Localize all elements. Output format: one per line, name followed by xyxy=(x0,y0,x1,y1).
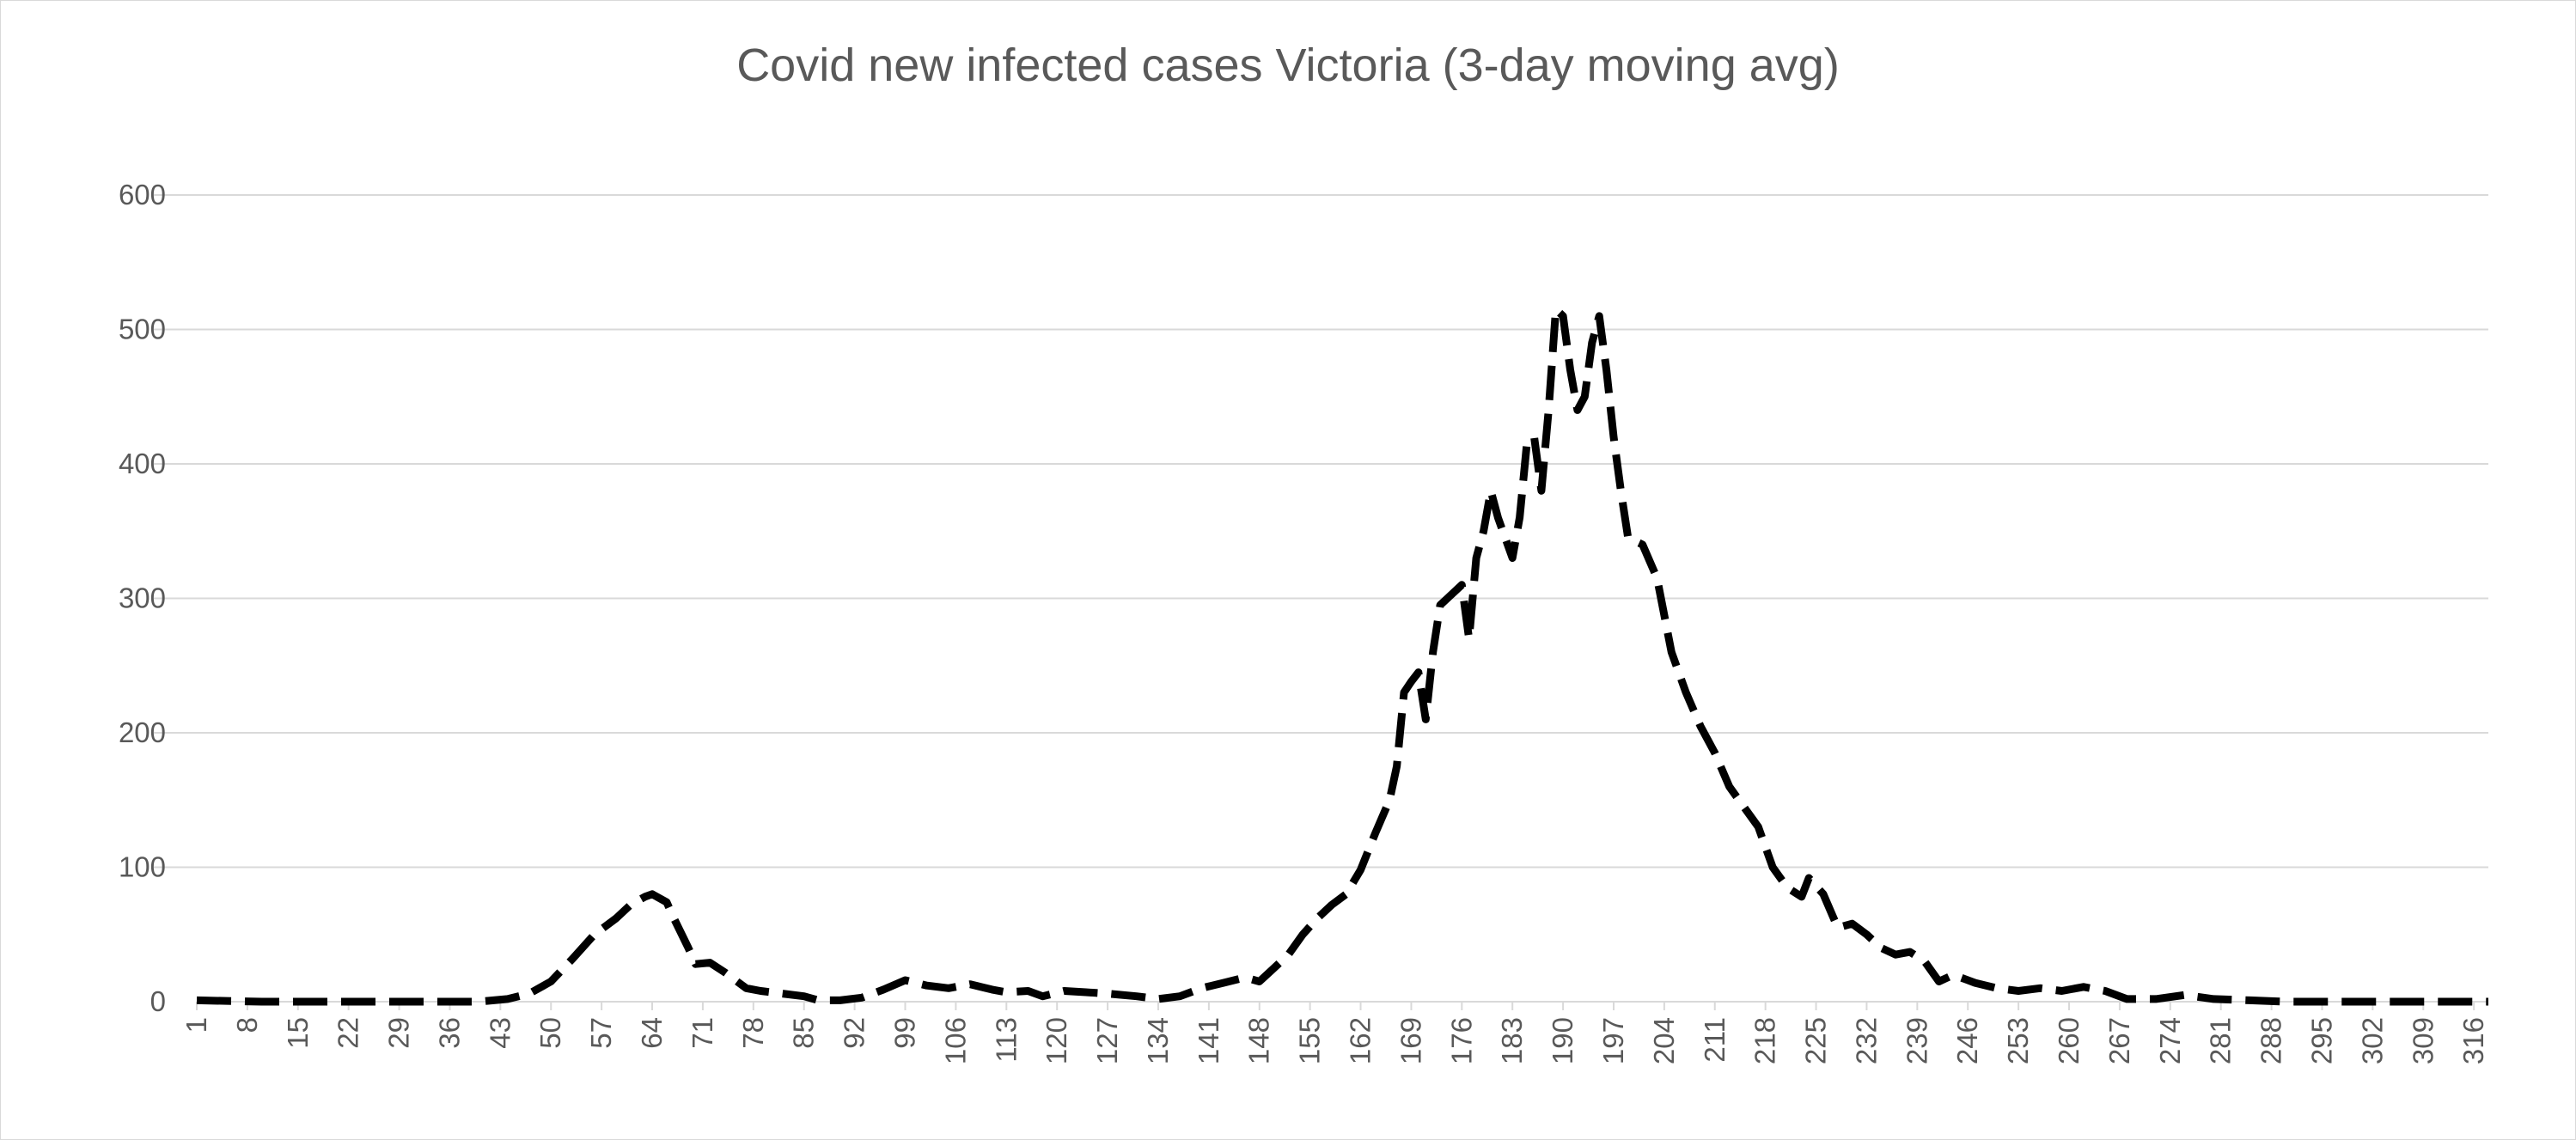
x-tick-label: 274 xyxy=(2154,1017,2186,1064)
x-tick-label: 176 xyxy=(1445,1017,1477,1064)
x-tick-label: 211 xyxy=(1699,1017,1731,1063)
x-tick-label: 288 xyxy=(2256,1017,2287,1064)
x-tick-label: 267 xyxy=(2103,1017,2135,1064)
series-layer xyxy=(196,305,2488,1006)
x-tick-label: 246 xyxy=(1951,1017,1983,1064)
x-tick-label: 43 xyxy=(484,1017,516,1049)
x-tick-label: 127 xyxy=(1091,1017,1123,1064)
y-tick-label: 500 xyxy=(119,314,166,345)
x-tick-label: 134 xyxy=(1142,1017,1174,1064)
y-tick-label: 600 xyxy=(119,179,166,210)
x-tick-label: 239 xyxy=(1901,1017,1932,1064)
x-tick-label: 197 xyxy=(1597,1017,1629,1064)
x-tick-label: 162 xyxy=(1345,1017,1377,1064)
y-tick-label: 100 xyxy=(119,851,166,883)
x-tick-label: 22 xyxy=(333,1017,364,1049)
y-tick-label: 400 xyxy=(119,448,166,479)
x-tick-label: 85 xyxy=(788,1017,820,1049)
x-tick-label: 218 xyxy=(1749,1017,1781,1064)
x-tick-label: 99 xyxy=(888,1017,920,1049)
x-tick-label: 281 xyxy=(2205,1017,2237,1064)
x-tick-label: 120 xyxy=(1041,1017,1072,1064)
x-tick-label: 225 xyxy=(1800,1017,1832,1064)
series-line-0 xyxy=(196,305,2488,1006)
x-tick-label: 253 xyxy=(2002,1017,2034,1064)
x-tick-label: 204 xyxy=(1648,1017,1680,1064)
x-tick-label: 92 xyxy=(839,1017,870,1049)
x-tick-label: 169 xyxy=(1395,1017,1426,1064)
y-tick-label: 300 xyxy=(119,582,166,614)
x-tick-label: 64 xyxy=(636,1017,668,1049)
x-tick-label: 1 xyxy=(180,1017,212,1033)
x-tick-label: 302 xyxy=(2356,1017,2388,1064)
y-axis: 0 100 200 300 400 500 600 xyxy=(119,179,166,1017)
x-tick-label: 78 xyxy=(737,1017,769,1049)
x-axis xyxy=(196,1001,2488,1010)
x-tick-label: 155 xyxy=(1294,1017,1326,1064)
x-tick-label: 8 xyxy=(231,1017,263,1033)
gridlines xyxy=(154,194,2488,869)
x-tick-label: 36 xyxy=(433,1017,465,1049)
x-tick-label: 260 xyxy=(2053,1017,2085,1064)
y-tick-label: 0 xyxy=(150,985,166,1017)
x-tick-label: 106 xyxy=(939,1017,971,1064)
x-tick-label: 141 xyxy=(1193,1017,1224,1064)
x-tick-label: 50 xyxy=(534,1017,566,1049)
x-tick-label: 113 xyxy=(990,1017,1022,1063)
x-tick-label: 309 xyxy=(2407,1017,2439,1064)
x-tick-label: 295 xyxy=(2305,1017,2337,1064)
x-axis-tick-labels: 1 8 15 22 29 36 43 50 57 64 71 78 85 92 99 106 113 120 127… xyxy=(180,1017,2489,1064)
x-tick-label: 15 xyxy=(282,1017,314,1049)
x-tick-label: 148 xyxy=(1243,1017,1275,1064)
x-tick-label: 29 xyxy=(383,1017,415,1049)
x-tick-label: 57 xyxy=(585,1017,617,1049)
chart-title: Covid new infected cases Victoria (3-day… xyxy=(736,40,1840,91)
y-tick-label: 200 xyxy=(119,716,166,748)
x-tick-label: 190 xyxy=(1547,1017,1578,1064)
x-tick-label: 71 xyxy=(687,1017,718,1049)
x-tick-label: 183 xyxy=(1496,1017,1528,1064)
x-tick-label: 316 xyxy=(2457,1017,2489,1064)
x-tick-label: 232 xyxy=(1850,1017,1882,1064)
